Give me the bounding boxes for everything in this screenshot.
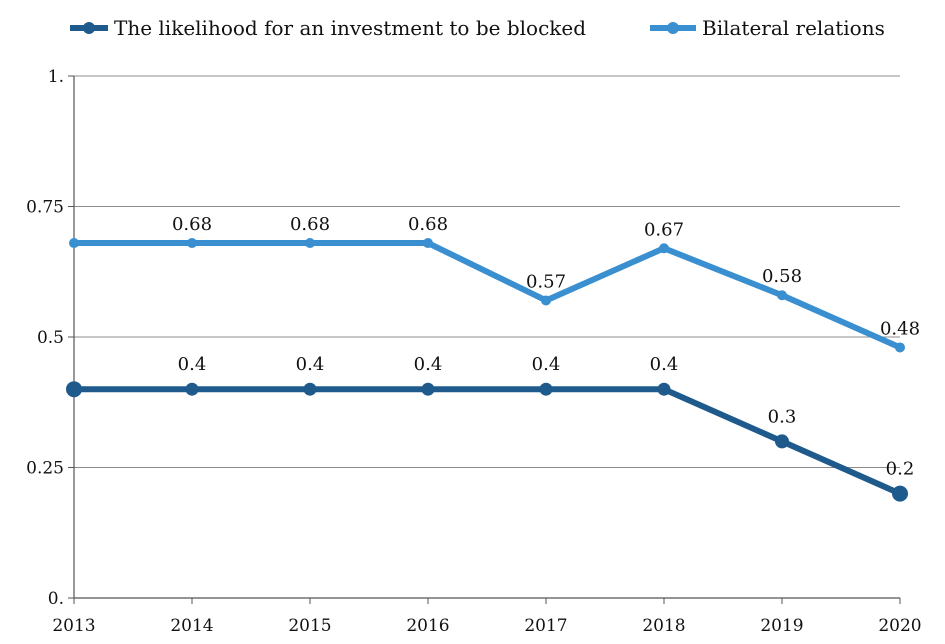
data-label: 0.4 bbox=[650, 354, 679, 375]
data-label: 0.68 bbox=[172, 214, 212, 235]
y-tick-label: 0. bbox=[48, 589, 64, 609]
series-point bbox=[423, 238, 433, 249]
x-tick-label: 2016 bbox=[406, 616, 449, 636]
series-line-0 bbox=[74, 386, 902, 497]
data-label: 0.4 bbox=[296, 354, 325, 375]
series-point bbox=[69, 238, 79, 249]
series-point bbox=[775, 434, 789, 449]
legend-label: The likelihood for an investment to be b… bbox=[114, 16, 586, 40]
x-tick-label: 2019 bbox=[760, 616, 803, 636]
x-tick-label: 2013 bbox=[52, 616, 95, 636]
data-label: 0.4 bbox=[178, 354, 207, 375]
x-tick-label: 2014 bbox=[170, 616, 213, 636]
legend-item-1: Bilateral relations bbox=[650, 16, 885, 40]
legend: The likelihood for an investment to be b… bbox=[70, 16, 885, 40]
data-label: 0.58 bbox=[762, 266, 802, 287]
series-point bbox=[185, 382, 199, 396]
data-label: 0.4 bbox=[532, 354, 561, 375]
data-label: 0.57 bbox=[526, 271, 566, 292]
series-lines bbox=[66, 238, 908, 502]
gridlines bbox=[74, 75, 900, 468]
x-tick-label: 2017 bbox=[524, 616, 567, 636]
series-point bbox=[895, 342, 905, 353]
x-tick-label: 2020 bbox=[878, 616, 921, 636]
data-label: 0.4 bbox=[414, 354, 443, 375]
data-label: 0.68 bbox=[290, 214, 330, 235]
series-point bbox=[892, 485, 908, 502]
y-tick-label: 0.75 bbox=[26, 198, 64, 218]
series-point bbox=[659, 243, 669, 254]
series-point bbox=[657, 382, 671, 396]
data-label: 0.2 bbox=[886, 459, 915, 480]
data-label: 0.67 bbox=[644, 219, 684, 240]
data-label: 0.48 bbox=[880, 318, 920, 339]
series-point bbox=[541, 295, 551, 306]
x-tick-label: 2015 bbox=[288, 616, 331, 636]
legend-label: Bilateral relations bbox=[702, 16, 885, 40]
data-label: 0.3 bbox=[768, 406, 797, 427]
series-line-1 bbox=[74, 240, 902, 351]
series-point bbox=[777, 290, 787, 301]
series-point bbox=[539, 382, 553, 396]
series-point bbox=[303, 382, 317, 396]
series-point bbox=[305, 238, 315, 249]
legend-item-0: The likelihood for an investment to be b… bbox=[70, 16, 586, 40]
legend-marker bbox=[667, 22, 679, 34]
x-tick-label: 2018 bbox=[642, 616, 685, 636]
series-point bbox=[187, 238, 197, 249]
data-labels: 0.4 0.4 0.4 0.4 0.4 0.3 0.2 0.68 0.68 0.68 0.57 0.6… bbox=[172, 214, 920, 480]
data-label: 0.68 bbox=[408, 214, 448, 235]
series-point bbox=[421, 382, 435, 396]
axes: 0. 0.25 0.5 0.75 1. 2013 2014 2015 2016 2017 2018 2… bbox=[26, 67, 921, 636]
series-point bbox=[66, 381, 82, 398]
y-tick-label: 1. bbox=[48, 67, 64, 87]
legend-marker bbox=[83, 22, 95, 34]
y-tick-label: 0.25 bbox=[26, 459, 64, 479]
y-tick-label: 0.5 bbox=[37, 328, 64, 348]
